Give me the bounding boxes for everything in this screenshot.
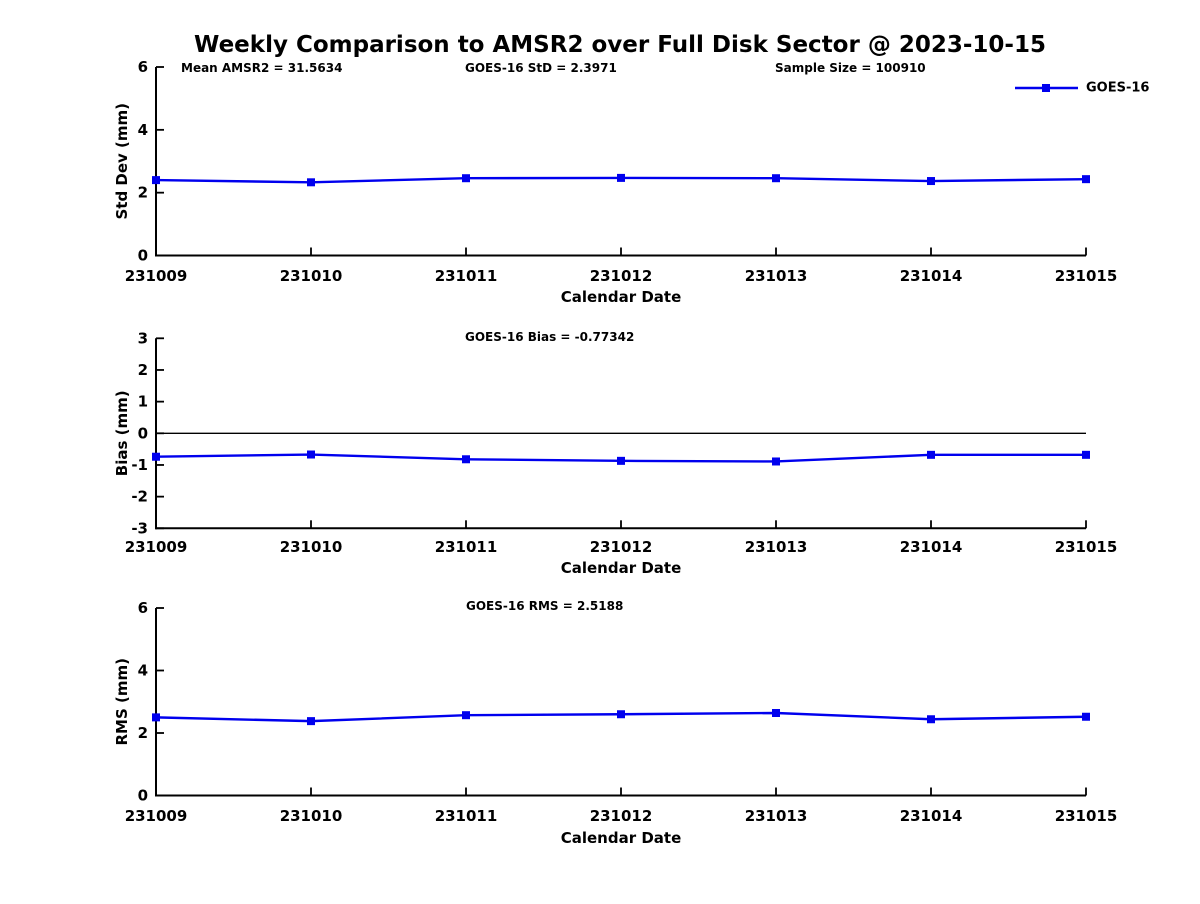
y-tick-label: 2 xyxy=(138,184,148,202)
bias-subplot: -3 -2 -1 0 1 2 3 231009 231010 231011 231012 231013… xyxy=(113,329,1117,577)
x-tick-label: 231013 xyxy=(745,267,808,285)
y-tick-label: 2 xyxy=(138,361,148,379)
x-tick-label: 231011 xyxy=(435,538,498,556)
data-marker xyxy=(1082,175,1090,184)
data-marker xyxy=(617,710,625,719)
data-marker xyxy=(617,456,625,465)
x-tick-label: 231012 xyxy=(590,267,653,285)
std-dev-subplot: 0 2 4 6 231009 231010 231011 231012 231013 231014… xyxy=(113,58,1117,306)
rms-subplot: 0 2 4 6 231009 231010 231011 231012 231013 231014… xyxy=(113,599,1117,847)
y-tick-label: 6 xyxy=(138,599,148,617)
data-marker xyxy=(462,174,470,183)
subplot-annotation: GOES-16 RMS = 2.5188 xyxy=(466,599,623,613)
legend: GOES-16 xyxy=(1015,81,1149,96)
x-tick-label: 231010 xyxy=(280,807,343,825)
y-tick-label: 0 xyxy=(138,787,148,805)
legend-marker-icon xyxy=(1042,84,1050,92)
y-axis-title: Bias (mm) xyxy=(113,390,131,476)
x-tick-label: 231010 xyxy=(280,538,343,556)
subplot-annotation: Sample Size = 100910 xyxy=(775,61,926,75)
legend-label: GOES-16 xyxy=(1086,81,1149,96)
x-axis-title: Calendar Date xyxy=(561,559,682,577)
data-marker xyxy=(927,715,935,724)
y-tick-label: 0 xyxy=(138,247,148,265)
subplots: 0 2 4 6 231009 231010 231011 231012 231013 231014… xyxy=(113,58,1117,847)
y-tick-label: 3 xyxy=(138,329,148,347)
y-tick-label: 6 xyxy=(138,58,148,76)
data-marker xyxy=(307,178,315,187)
x-tick-label: 231015 xyxy=(1055,807,1118,825)
x-tick-label: 231009 xyxy=(125,807,188,825)
data-marker xyxy=(462,455,470,464)
x-tick-label: 231012 xyxy=(590,538,653,556)
y-tick-label: -3 xyxy=(131,519,148,537)
x-tick-label: 231014 xyxy=(900,267,963,285)
x-tick-label: 231009 xyxy=(125,538,188,556)
data-marker xyxy=(772,457,780,466)
subplot-annotation: GOES-16 Bias = -0.77342 xyxy=(465,330,634,344)
data-marker xyxy=(307,450,315,459)
subplot-annotation: GOES-16 StD = 2.3971 xyxy=(465,61,617,75)
data-marker xyxy=(927,177,935,186)
x-tick-label: 231013 xyxy=(745,807,808,825)
data-marker xyxy=(462,711,470,720)
data-marker xyxy=(307,717,315,726)
data-marker xyxy=(772,174,780,183)
x-tick-label: 231011 xyxy=(435,267,498,285)
y-axis-title: RMS (mm) xyxy=(113,658,131,745)
x-tick-label: 231014 xyxy=(900,807,963,825)
subplot-annotation: Mean AMSR2 = 31.5634 xyxy=(181,61,342,75)
x-axis-title: Calendar Date xyxy=(561,829,682,847)
x-tick-label: 231010 xyxy=(280,267,343,285)
data-marker xyxy=(927,450,935,459)
x-tick-label: 231015 xyxy=(1055,538,1118,556)
data-marker xyxy=(152,176,160,185)
data-marker xyxy=(1082,712,1090,721)
data-marker xyxy=(1082,450,1090,459)
y-tick-label: 0 xyxy=(138,424,148,442)
x-tick-label: 231015 xyxy=(1055,267,1118,285)
x-tick-label: 231009 xyxy=(125,267,188,285)
x-axis-title: Calendar Date xyxy=(561,288,682,306)
data-marker xyxy=(152,452,160,461)
figure-title: Weekly Comparison to AMSR2 over Full Dis… xyxy=(194,32,1046,58)
y-tick-label: 2 xyxy=(138,724,148,742)
y-tick-label: -1 xyxy=(131,456,148,474)
y-tick-label: 4 xyxy=(138,121,148,139)
y-tick-label: 1 xyxy=(138,393,148,411)
data-marker xyxy=(772,709,780,717)
y-tick-label: -2 xyxy=(131,488,148,506)
x-tick-label: 231014 xyxy=(900,538,963,556)
x-tick-label: 231013 xyxy=(745,538,808,556)
x-tick-label: 231011 xyxy=(435,807,498,825)
data-marker xyxy=(617,173,625,182)
data-marker xyxy=(152,713,160,722)
y-axis-title: Std Dev (mm) xyxy=(113,103,131,220)
y-tick-label: 4 xyxy=(138,662,148,680)
x-tick-label: 231012 xyxy=(590,807,653,825)
